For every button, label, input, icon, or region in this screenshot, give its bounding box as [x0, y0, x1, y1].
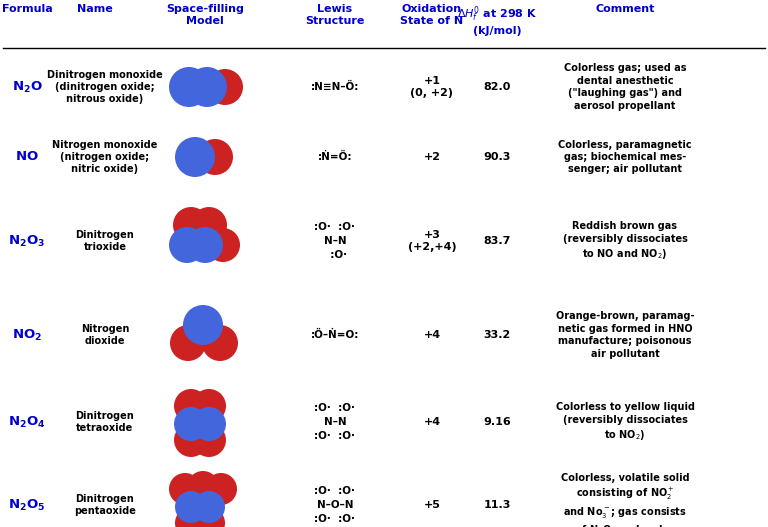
- Text: +4: +4: [423, 330, 441, 340]
- Text: Colorless gas; used as
dental anesthetic
("laughing gas") and
aerosol propellant: Colorless gas; used as dental anesthetic…: [564, 63, 687, 111]
- Text: Lewis
Structure: Lewis Structure: [306, 4, 365, 26]
- Text: Colorless, volatile solid
consisting of NO$_2^+$
and No$_3^-$; gas consists
of N: Colorless, volatile solid consisting of …: [561, 473, 690, 527]
- Circle shape: [173, 207, 209, 243]
- Circle shape: [192, 407, 226, 441]
- Text: $\mathbf{NO_2}$: $\mathbf{NO_2}$: [12, 327, 42, 343]
- Text: Dinitrogen
pentaoxide: Dinitrogen pentaoxide: [74, 494, 136, 516]
- Text: Nitrogen
dioxide: Nitrogen dioxide: [81, 324, 129, 346]
- Text: +5: +5: [424, 500, 440, 510]
- Circle shape: [187, 67, 227, 107]
- Text: Comment: Comment: [595, 4, 654, 14]
- Text: :Ö–Ṅ=O:: :Ö–Ṅ=O:: [311, 330, 359, 340]
- Text: $\mathbf{N_2O_3}$: $\mathbf{N_2O_3}$: [8, 233, 45, 249]
- Circle shape: [169, 473, 201, 505]
- Circle shape: [170, 325, 206, 361]
- Text: :N≡N–Ö:: :N≡N–Ö:: [311, 82, 359, 92]
- Circle shape: [183, 305, 223, 345]
- Circle shape: [174, 423, 208, 457]
- Text: Orange-brown, paramag-
netic gas formed in HNO
manufacture; poisonous
air pollut: Orange-brown, paramag- netic gas formed …: [556, 311, 694, 358]
- Text: 9.16: 9.16: [483, 417, 511, 427]
- Circle shape: [206, 228, 240, 262]
- Circle shape: [205, 473, 237, 505]
- Text: +4: +4: [423, 417, 441, 427]
- Text: $\mathbf{N_2O_5}$: $\mathbf{N_2O_5}$: [8, 497, 45, 513]
- Circle shape: [207, 69, 243, 105]
- Circle shape: [193, 507, 225, 527]
- Circle shape: [175, 137, 215, 177]
- Text: :O·  :O·
N–O–N
:O·  :O·: :O· :O· N–O–N :O· :O·: [315, 486, 356, 524]
- Circle shape: [197, 139, 233, 175]
- Circle shape: [191, 207, 227, 243]
- Circle shape: [175, 491, 207, 523]
- Text: Reddish brown gas
(reversibly dissociates
to NO and NO$_2$): Reddish brown gas (reversibly dissociate…: [563, 221, 687, 261]
- Text: :Ṅ=Ö:: :Ṅ=Ö:: [318, 152, 353, 162]
- Text: $\Delta H_f^0$ at 298 K
(kJ/mol): $\Delta H_f^0$ at 298 K (kJ/mol): [457, 4, 537, 36]
- Circle shape: [202, 325, 238, 361]
- Text: Name: Name: [77, 4, 113, 14]
- Text: $\mathbf{N_2O_4}$: $\mathbf{N_2O_4}$: [8, 414, 46, 430]
- Text: 82.0: 82.0: [483, 82, 511, 92]
- Text: +2: +2: [423, 152, 441, 162]
- Text: +3
(+2,+4): +3 (+2,+4): [408, 230, 456, 252]
- Circle shape: [169, 67, 209, 107]
- Text: Formula: Formula: [2, 4, 52, 14]
- Text: Nitrogen monoxide
(nitrogen oxide;
nitric oxide): Nitrogen monoxide (nitrogen oxide; nitri…: [52, 140, 157, 174]
- Text: Dinitrogen
tetraoxide: Dinitrogen tetraoxide: [75, 411, 134, 433]
- Text: Oxidation
State of N: Oxidation State of N: [400, 4, 464, 26]
- Text: Colorless, paramagnetic
gas; biochemical mes-
senger; air pollutant: Colorless, paramagnetic gas; biochemical…: [558, 140, 692, 174]
- Text: Colorless to yellow liquid
(reversibly dissociates
to NO$_2$): Colorless to yellow liquid (reversibly d…: [555, 402, 694, 442]
- Text: 83.7: 83.7: [483, 236, 511, 246]
- Circle shape: [192, 389, 226, 423]
- Text: 90.3: 90.3: [483, 152, 511, 162]
- Text: Dinitrogen
trioxide: Dinitrogen trioxide: [75, 230, 134, 252]
- Text: +1
(0, +2): +1 (0, +2): [411, 76, 453, 98]
- Circle shape: [192, 423, 226, 457]
- Text: Dinitrogen monoxide
(dinitrogen oxide;
nitrous oxide): Dinitrogen monoxide (dinitrogen oxide; n…: [47, 70, 163, 104]
- Circle shape: [193, 491, 225, 523]
- Circle shape: [187, 471, 219, 503]
- Circle shape: [187, 227, 223, 263]
- Circle shape: [174, 389, 208, 423]
- Text: $\mathbf{N_2O}$: $\mathbf{N_2O}$: [12, 80, 42, 94]
- Circle shape: [175, 507, 207, 527]
- Text: 11.3: 11.3: [483, 500, 511, 510]
- Text: $\mathbf{NO}$: $\mathbf{NO}$: [15, 151, 39, 163]
- Circle shape: [169, 227, 205, 263]
- Text: :O·  :O·
N–N
:O·  :O·: :O· :O· N–N :O· :O·: [315, 403, 356, 441]
- Text: Space-filling
Model: Space-filling Model: [166, 4, 244, 26]
- Text: 33.2: 33.2: [483, 330, 511, 340]
- Circle shape: [174, 407, 208, 441]
- Text: :O·  :O·
N–N
  :O·: :O· :O· N–N :O·: [315, 222, 356, 260]
